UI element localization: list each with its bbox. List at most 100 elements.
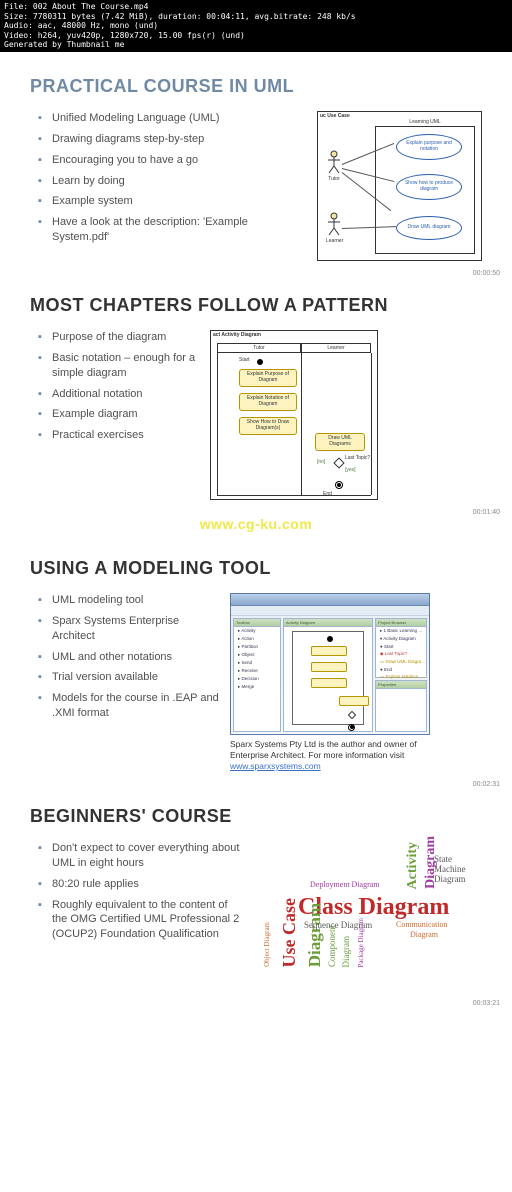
toolbox-panel: Toolbox ▸ Activity▸ Action▸ Partition▸ O… xyxy=(233,618,281,732)
tool-screenshot: Toolbox ▸ Activity▸ Action▸ Partition▸ O… xyxy=(230,593,430,772)
start-label: Start xyxy=(239,357,250,363)
sparx-link[interactable]: www.sparxsystems.com xyxy=(230,761,321,771)
word-cloud-term: Use Case xyxy=(280,898,298,968)
bullet: Drawing diagrams step-by-step xyxy=(38,132,307,147)
activity-node: Show How to Draw Diagram(s) xyxy=(239,417,297,435)
mini-activity-node xyxy=(339,696,369,706)
toolbox-item: ▸ Action xyxy=(234,635,280,643)
toolbox-item: ▸ Receive xyxy=(234,667,280,675)
lane-learner: Learner xyxy=(301,343,371,353)
use-case-ellipse: Explain purpose and notation xyxy=(396,134,462,160)
word-cloud-term: Package Diagram xyxy=(358,918,365,968)
toolbox-item: ▸ Object xyxy=(234,651,280,659)
toolbox-item: ▸ Decision xyxy=(234,675,280,683)
tree-item: ◆ Last Topic? xyxy=(376,650,426,658)
tree-item: ● Start xyxy=(376,643,426,650)
toolbox-item: ▸ Activity xyxy=(234,627,280,635)
decision-node xyxy=(333,457,344,468)
slide-2: MOST CHAPTERS FOLLOW A PATTERN Purpose o… xyxy=(0,271,512,510)
tree-item: ▾ Activity Diagram xyxy=(376,635,426,643)
slide-3: USING A MODELING TOOL UML modeling tool … xyxy=(0,534,512,782)
toolbox-item: ▸ Send xyxy=(234,659,280,667)
decision-yes: [yes] xyxy=(345,467,356,473)
use-case-diagram: uc Use Case Learning UML TutorLearnerExp… xyxy=(317,111,482,261)
ea-window: Toolbox ▸ Activity▸ Action▸ Partition▸ O… xyxy=(230,593,430,735)
word-cloud-term: Diagram xyxy=(342,936,351,968)
bullet: Purpose of the diagram xyxy=(38,330,200,345)
properties-panel: Properties xyxy=(375,680,427,732)
use-case-ellipse: Show how to produce diagram xyxy=(396,174,462,200)
bullet: Sparx Systems Enterprise Architect xyxy=(38,614,220,644)
actor-learner: Learner xyxy=(326,212,342,244)
slide-2-title: MOST CHAPTERS FOLLOW A PATTERN xyxy=(30,295,482,316)
video-metadata-header: File: 002 About The Course.mp4 Size: 778… xyxy=(0,0,512,52)
slide-1-title: PRACTICAL COURSE IN UML xyxy=(30,76,482,97)
slide-2-bullets: Purpose of the diagram Basic notation – … xyxy=(30,330,200,449)
bullet: Example diagram xyxy=(38,407,200,422)
word-cloud-term: State xyxy=(434,855,452,864)
activity-diagram: act Activity Diagram Tutor Learner Start… xyxy=(210,330,378,500)
bullet: UML modeling tool xyxy=(38,593,220,608)
meta-generator: Generated by Thumbnail me xyxy=(4,40,508,50)
word-cloud-term: Communication xyxy=(396,921,448,929)
decision-no: [no] xyxy=(317,459,325,465)
slide-1-bullets: Unified Modeling Language (UML) Drawing … xyxy=(30,111,307,251)
word-cloud: Class DiagramUse CaseDiagramActivityDiag… xyxy=(250,841,470,991)
word-cloud-term: Machine xyxy=(434,865,466,874)
word-cloud-term: Component xyxy=(328,925,337,967)
word-cloud-term: Object Diagram xyxy=(264,922,271,967)
meta-size: Size: 7780311 bytes (7.42 MiB), duration… xyxy=(4,12,508,22)
slide-4-timestamp: 00:03:21 xyxy=(473,1000,500,1007)
window-toolbar xyxy=(231,606,429,616)
mini-activity-node xyxy=(311,662,347,672)
word-cloud-term: Activity xyxy=(406,842,420,889)
properties-header: Properties xyxy=(376,681,426,689)
end-node xyxy=(335,481,343,489)
bullet: Don't expect to cover everything about U… xyxy=(38,841,240,871)
bullet: Trial version available xyxy=(38,670,220,685)
slide-2-timestamp: 00:01:40 xyxy=(473,509,500,516)
bullet: Have a look at the description: 'Example… xyxy=(38,215,307,245)
meta-video: Video: h264, yuv420p, 1280x720, 15.00 fp… xyxy=(4,31,508,41)
toolbox-header: Toolbox xyxy=(234,619,280,627)
start-node xyxy=(257,359,263,365)
word-cloud-term: Diagram xyxy=(306,903,323,967)
activity-node: Explain Purpose of Diagram xyxy=(239,369,297,387)
tool-caption: Sparx Systems Pty Ltd is the author and … xyxy=(230,739,430,772)
end-label: End xyxy=(323,491,332,497)
system-label: Learning UML xyxy=(386,119,464,125)
decision-label: Last Topic? xyxy=(345,455,370,461)
toolbox-item: ▸ Partition xyxy=(234,643,280,651)
bullet: Practical exercises xyxy=(38,428,200,443)
bullet: Models for the course in .EAP and .XMI f… xyxy=(38,691,220,721)
bullet: 80:20 rule applies xyxy=(38,877,240,892)
toolbox-item: ▸ Merge xyxy=(234,683,280,691)
lane-tutor: Tutor xyxy=(217,343,301,353)
activity-node: Draw UML Diagrams xyxy=(315,433,365,451)
browser-header: Project Browser xyxy=(376,619,426,627)
mini-activity-node xyxy=(311,646,347,656)
slide-4: BEGINNERS' COURSE Don't expect to cover … xyxy=(0,782,512,1001)
watermark: www.cg-ku.com xyxy=(0,516,512,532)
bullet: Additional notation xyxy=(38,387,200,402)
mini-activity-diagram xyxy=(292,631,364,725)
slide-1: PRACTICAL COURSE IN UML Unified Modeling… xyxy=(0,52,512,271)
bullet: Roughly equivalent to the content of the… xyxy=(38,898,240,943)
slide-3-bullets: UML modeling tool Sparx Systems Enterpri… xyxy=(30,593,220,727)
slide-4-bullets: Don't expect to cover everything about U… xyxy=(30,841,240,948)
window-titlebar xyxy=(231,594,429,606)
activity-node: Explain Notation of Diagram xyxy=(239,393,297,411)
canvas-header: Activity Diagram xyxy=(284,619,372,627)
tree-item: ● End xyxy=(376,666,426,673)
word-cloud-term: Diagram xyxy=(410,931,438,939)
actor-tutor: Tutor xyxy=(326,150,342,182)
mini-activity-node xyxy=(311,678,347,688)
tree-item: ▸ 1 Basic Learning UML xyxy=(376,627,426,635)
diagram-canvas-panel: Activity Diagram xyxy=(283,618,373,732)
bullet: Basic notation – enough for a simple dia… xyxy=(38,351,200,381)
use-case-ellipse: Draw UML diagram xyxy=(396,216,462,240)
bullet: Unified Modeling Language (UML) xyxy=(38,111,307,126)
word-cloud-term: Deployment Diagram xyxy=(310,881,380,889)
caption-text: Sparx Systems Pty Ltd is the author and … xyxy=(230,739,417,760)
slide-4-title: BEGINNERS' COURSE xyxy=(30,806,482,827)
